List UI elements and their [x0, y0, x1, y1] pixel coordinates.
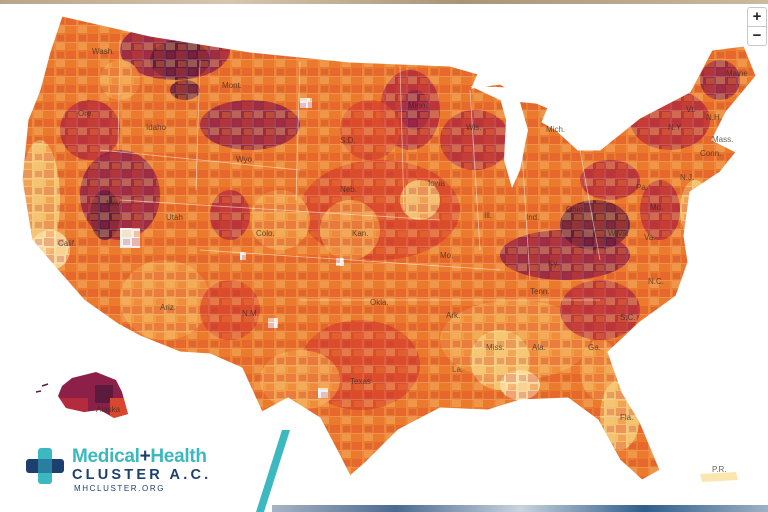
logo-subtitle: CLUSTER A.C.: [72, 467, 212, 483]
state-label-ariz: Ariz.: [160, 303, 176, 312]
state-label-nj: N.J.: [680, 173, 694, 182]
state-label-sd: S.D.: [340, 136, 356, 145]
state-label-sc: S.C.: [620, 313, 636, 322]
state-label-iowa: Iowa: [428, 179, 445, 188]
state-label-minn: Minn.: [408, 101, 428, 110]
state-label-nh: N.H.: [706, 113, 722, 122]
state-label-neb: Neb.: [340, 185, 357, 194]
state-label-wis: Wis.: [466, 123, 482, 132]
state-label-ga: Ga.: [588, 343, 601, 352]
state-label-conn: Conn.: [700, 149, 721, 158]
puerto-rico: [700, 472, 738, 482]
state-label-utah: Utah: [166, 213, 183, 222]
state-label-okla: Okla.: [370, 298, 389, 307]
state-label-miss: Miss.: [486, 343, 505, 352]
state-label-mich: Mich.: [546, 125, 565, 134]
state-label-va: Va.: [644, 233, 655, 242]
state-label-nm: N.M.: [242, 309, 259, 318]
state-label-ore: Ore.: [78, 109, 94, 118]
state-label-calif: Calif.: [58, 239, 76, 248]
zoom-in-button[interactable]: +: [747, 7, 767, 27]
state-label-vt: Vt.: [686, 105, 696, 114]
state-label-ohio: Ohio: [566, 205, 583, 214]
state-label-ark: Ark.: [446, 311, 460, 320]
logo-title: Medical+Health: [72, 446, 207, 467]
state-label-pr: P.R.: [712, 465, 727, 474]
state-label-colo: Colo.: [256, 229, 275, 238]
state-label-ala: Ala.: [532, 343, 546, 352]
state-label-nc: N.C.: [648, 277, 664, 286]
state-label-maine: Maine: [726, 69, 748, 78]
medical-cross-logo-icon: [26, 448, 64, 484]
state-label-ky: Ky.: [548, 259, 559, 268]
zoom-out-button[interactable]: −: [747, 26, 767, 46]
state-label-wyo: Wyo.: [236, 155, 254, 164]
lake-michigan: [500, 98, 528, 188]
state-label-md: Md.: [650, 203, 663, 212]
state-labels: Wash. Mont. Idaho Ore. Wyo. Nev. Calif. Utah Col…: [58, 47, 748, 474]
aleutian-islands: [35, 383, 49, 393]
state-label-kan: Kan.: [352, 229, 368, 238]
state-label-mo: Mo.: [440, 251, 453, 260]
state-label-la: La.: [452, 365, 463, 374]
state-label-ind: Ind.: [526, 213, 539, 222]
logo-url: MHCLUSTER.ORG: [74, 484, 166, 493]
us-outline: [21, 15, 757, 481]
state-label-alaska: Alaska: [96, 405, 121, 414]
state-label-wash: Wash.: [92, 47, 114, 56]
state-label-mont: Mont.: [222, 81, 242, 90]
background-photo-strip-bottom: [272, 505, 768, 512]
state-label-idaho: Idaho: [146, 123, 167, 132]
state-label-tenn: Tenn.: [530, 287, 550, 296]
state-label-texas: Texas: [350, 377, 371, 386]
teal-accent-slash: [256, 430, 290, 512]
state-label-fla: Fla.: [620, 413, 633, 422]
state-label-ill: Ill.: [484, 211, 492, 220]
lake-superior: [470, 86, 540, 104]
state-label-mass: Mass.: [712, 135, 733, 144]
state-label-pa: Pa.: [636, 183, 648, 192]
state-label-nev: Nev.: [106, 199, 122, 208]
state-label-wva: W.Va.: [608, 229, 629, 238]
state-label-ny: N.Y.: [668, 123, 683, 132]
background-photo-strip-top: [0, 0, 768, 4]
